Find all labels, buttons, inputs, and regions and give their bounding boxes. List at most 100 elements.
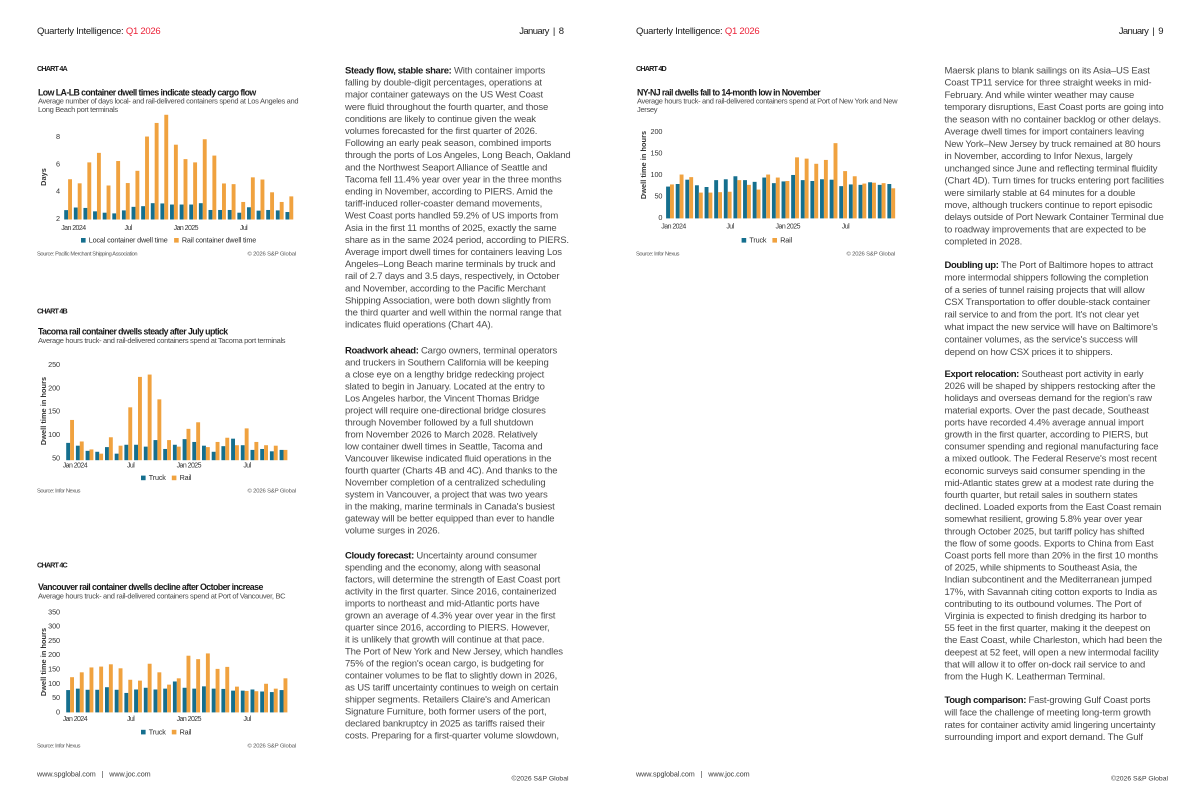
svg-text:Tough comparison: Fast-growing: Tough comparison: Fast-growing Gulf Coas… — [945, 695, 1151, 706]
svg-text:what impact the new service wi: what impact the new service will have on… — [944, 322, 1159, 333]
svg-text:100: 100 — [48, 430, 60, 439]
svg-text:that will allow it to offer on: that will allow it to offer on-dock rail… — [945, 659, 1146, 670]
svg-text:depend on how CSX prices it to: depend on how CSX prices it to shippers. — [945, 347, 1113, 358]
svg-text:Quarterly Intelligence: Q1 202: Quarterly Intelligence: Q1 2026 — [636, 26, 759, 37]
svg-text:a mixed outlook. The Federal R: a mixed outlook. The Federal Reserve's m… — [945, 454, 1158, 465]
svg-text:CSX Transportation to offer do: CSX Transportation to offer double-stack… — [945, 297, 1151, 308]
svg-text:surrounding import and export: surrounding import and export demand. Th… — [945, 732, 1144, 743]
svg-text:Source: Infor Nexus: Source: Infor Nexus — [37, 489, 81, 495]
svg-text:of 2025, while shipments to So: of 2025, while shipments to Southeast As… — [945, 563, 1138, 574]
svg-text:Dwell time in hours: Dwell time in hours — [639, 131, 648, 199]
svg-text:©2026 S&P Global: ©2026 S&P Global — [1111, 775, 1169, 783]
svg-text:Jul: Jul — [124, 225, 132, 232]
svg-text:Tacoma fell 11.4% year over ye: Tacoma fell 11.4% year over year in the … — [345, 174, 562, 185]
svg-text:project will require one-direc: project will require one-directional bri… — [345, 405, 546, 416]
svg-text:Jul: Jul — [842, 224, 850, 231]
svg-text:Doubling up: The Port of Balti: Doubling up: The Port of Baltimore hopes… — [945, 260, 1154, 271]
svg-text:from November 2026 to March 20: from November 2026 to March 2028. Relati… — [345, 429, 538, 440]
svg-text:Jan 2025: Jan 2025 — [776, 224, 801, 231]
svg-text:0: 0 — [658, 213, 662, 222]
svg-text:Dwell time in hours: Dwell time in hours — [39, 377, 48, 445]
svg-text:CHART 4A: CHART 4A — [37, 64, 68, 73]
svg-text:ports have recorded 4.4% avera: ports have recorded 4.4% average annual … — [945, 417, 1145, 428]
svg-text:200: 200 — [48, 383, 60, 392]
svg-text:Source: Pacific Merchant Shipp: Source: Pacific Merchant Shipping Associ… — [37, 251, 137, 257]
svg-text:Angeles–Long Beach marine term: Angeles–Long Beach marine terminals by t… — [345, 259, 555, 270]
svg-text:material exports. Over the pas: material exports. Over the past decade, … — [945, 405, 1150, 416]
svg-text:volumes forecasted for the fir: volumes forecasted for the first quarter… — [345, 126, 537, 137]
svg-text:through November followed by a: through November followed by a full shut… — [345, 417, 533, 428]
svg-text:Average dwell times for import: Average dwell times for import container… — [945, 127, 1144, 138]
svg-text:75% of the region's ocean carg: 75% of the region's ocean cargo, is budg… — [345, 658, 544, 669]
svg-text:activity in the first quarter.: activity in the first quarter. Since 201… — [345, 586, 556, 597]
svg-text:deepest at 52 feet, will open: deepest at 52 feet, will open a new inte… — [945, 647, 1159, 658]
svg-text:delays outside of Port Newark: delays outside of Port Newark Container … — [945, 212, 1164, 223]
svg-text:the season with no container b: the season with no container backlog or … — [945, 114, 1162, 125]
svg-text:Jan 2024: Jan 2024 — [661, 224, 686, 231]
svg-text:of a series of tunnel raising: of a series of tunnel raising projects t… — [945, 285, 1145, 296]
svg-text:and November, according to the: and November, according to the Pacific M… — [345, 283, 546, 294]
svg-text:200: 200 — [651, 127, 663, 136]
svg-text:The Port of New York and New J: The Port of New York and New Jersey, whi… — [345, 646, 563, 657]
svg-text:shipper segments. Retailers Cl: shipper segments. Retailers Claire's and… — [345, 694, 550, 705]
svg-text:150: 150 — [48, 407, 60, 416]
svg-text:Source: Infor Nexus: Source: Infor Nexus — [636, 251, 680, 257]
svg-text:Signature Furniture, both form: Signature Furniture, both former users o… — [345, 706, 546, 717]
svg-text:2026 will be shaped by shipper: 2026 will be shaped by shippers restocki… — [945, 381, 1156, 392]
svg-text:Jul: Jul — [127, 716, 135, 723]
svg-text:Rail: Rail — [780, 236, 792, 245]
svg-text:17%, with Savannah citing cott: 17%, with Savannah citing cotton exports… — [945, 587, 1158, 598]
svg-text:300: 300 — [48, 622, 60, 631]
svg-text:share as in the same 2024 peri: share as in the same 2024 period, accord… — [345, 235, 569, 246]
svg-text:through October 2025, but tari: through October 2025, but tariff policy … — [945, 526, 1145, 537]
svg-text:declared bankruptcy in 2025 as: declared bankruptcy in 2025 as tariffs r… — [345, 718, 545, 729]
svg-text:50: 50 — [52, 454, 60, 463]
svg-text:Truck: Truck — [149, 473, 167, 482]
svg-text:in the making, marine terminal: in the making, marine terminals in Canad… — [345, 501, 555, 512]
svg-text:unchanged since June and refle: unchanged since June and reflecting term… — [945, 163, 1158, 174]
svg-text:Average number of days local-: Average number of days local- and rail-d… — [38, 96, 298, 105]
svg-text:West Coast ports handled 59.2%: West Coast ports handled 59.2% of US imp… — [345, 211, 558, 222]
svg-text:January | 8: January | 8 — [519, 26, 564, 37]
svg-text:(Chart 4D). Turn times for tru: (Chart 4D). Turn times for trucks enteri… — [945, 176, 1165, 187]
svg-text:Truck: Truck — [149, 727, 167, 736]
svg-text:from the Hugh K. Leatherman Te: from the Hugh K. Leatherman Terminal. — [945, 671, 1106, 682]
svg-text:rail of 2.7 days and 3.5 days,: rail of 2.7 days and 3.5 days, respectiv… — [345, 271, 559, 282]
svg-text:Average hours truck- and rail-: Average hours truck- and rail-delivered … — [38, 336, 286, 345]
svg-text:55 feet in the first quarter,: 55 feet in the first quarter, making it … — [945, 623, 1151, 634]
svg-text:8: 8 — [56, 132, 60, 141]
svg-text:Low LA-LB container dwell time: Low LA-LB container dwell times indicate… — [38, 88, 256, 98]
svg-text:Average import dwell times for: Average import dwell times for container… — [345, 247, 562, 258]
svg-text:Long Beach port terminals: Long Beach port terminals — [38, 105, 118, 114]
svg-text:the third quarter and well wit: the third quarter and well within the no… — [345, 307, 562, 318]
svg-text:250: 250 — [48, 636, 60, 645]
svg-text:Steady flow, stable share: Wit: Steady flow, stable share: With containe… — [345, 65, 546, 76]
svg-text:the flow of some goods. Export: the flow of some goods. Exports to China… — [945, 538, 1155, 549]
svg-text:Virginia is expected to finish: Virginia is expected to finish dredging … — [945, 611, 1147, 622]
svg-text:Tacoma rail container dwells s: Tacoma rail container dwells steady afte… — [38, 327, 228, 337]
svg-text:economic surveys said consumer: economic surveys said consumer spending … — [945, 466, 1146, 477]
svg-text:temporary disruptions, East Co: temporary disruptions, East Coast ports … — [945, 102, 1164, 113]
svg-text:CHART 4B: CHART 4B — [37, 307, 68, 316]
svg-text:ending in November, according: ending in November, according to PIERS. … — [345, 186, 553, 197]
svg-text:Source: Infor Nexus: Source: Infor Nexus — [37, 744, 81, 750]
svg-text:to roadway improvements that a: to roadway improvements that are expecte… — [945, 224, 1147, 235]
svg-text:conditions are likely to conti: conditions are likely to continue given … — [345, 114, 536, 125]
svg-text:fourth quarter (Charts 4B and: fourth quarter (Charts 4B and 4C). And t… — [345, 465, 557, 476]
svg-text:through the ports of Los Angel: through the ports of Los Angeles, Long B… — [345, 150, 571, 161]
svg-text:4: 4 — [56, 187, 60, 196]
svg-text:Jul: Jul — [243, 716, 251, 723]
svg-text:Coast ports fell more than 20%: Coast ports fell more than 20% in the fi… — [945, 550, 1159, 561]
svg-text:350: 350 — [48, 607, 60, 616]
svg-text:holidays and overseas demand f: holidays and overseas demand for the reg… — [945, 393, 1153, 404]
svg-text:Asia in the first 11 months of: Asia in the first 11 months of 2025, exa… — [345, 223, 557, 234]
svg-text:falling by double-digit percen: falling by double-digit percentages, ope… — [345, 78, 542, 89]
svg-text:Jul: Jul — [240, 225, 248, 232]
svg-text:Jan 2025: Jan 2025 — [174, 225, 199, 232]
svg-text:container volumes to be flat t: container volumes to be flat to slightly… — [345, 670, 557, 681]
svg-text:tariff-induced roller-coaster: tariff-induced roller-coaster demand mov… — [345, 199, 542, 210]
svg-text:Shipping Association, were bot: Shipping Association, were both down sli… — [345, 295, 551, 306]
svg-text:NY-NJ rail dwells fall to 14-m: NY-NJ rail dwells fall to 14-month low i… — [637, 88, 821, 98]
svg-text:somewhat resilient, growing 5.: somewhat resilient, growing 5.8% year ov… — [945, 514, 1143, 525]
svg-text:indicates fluid operations (Ch: indicates fluid operations (Chart 4A). — [345, 320, 493, 331]
